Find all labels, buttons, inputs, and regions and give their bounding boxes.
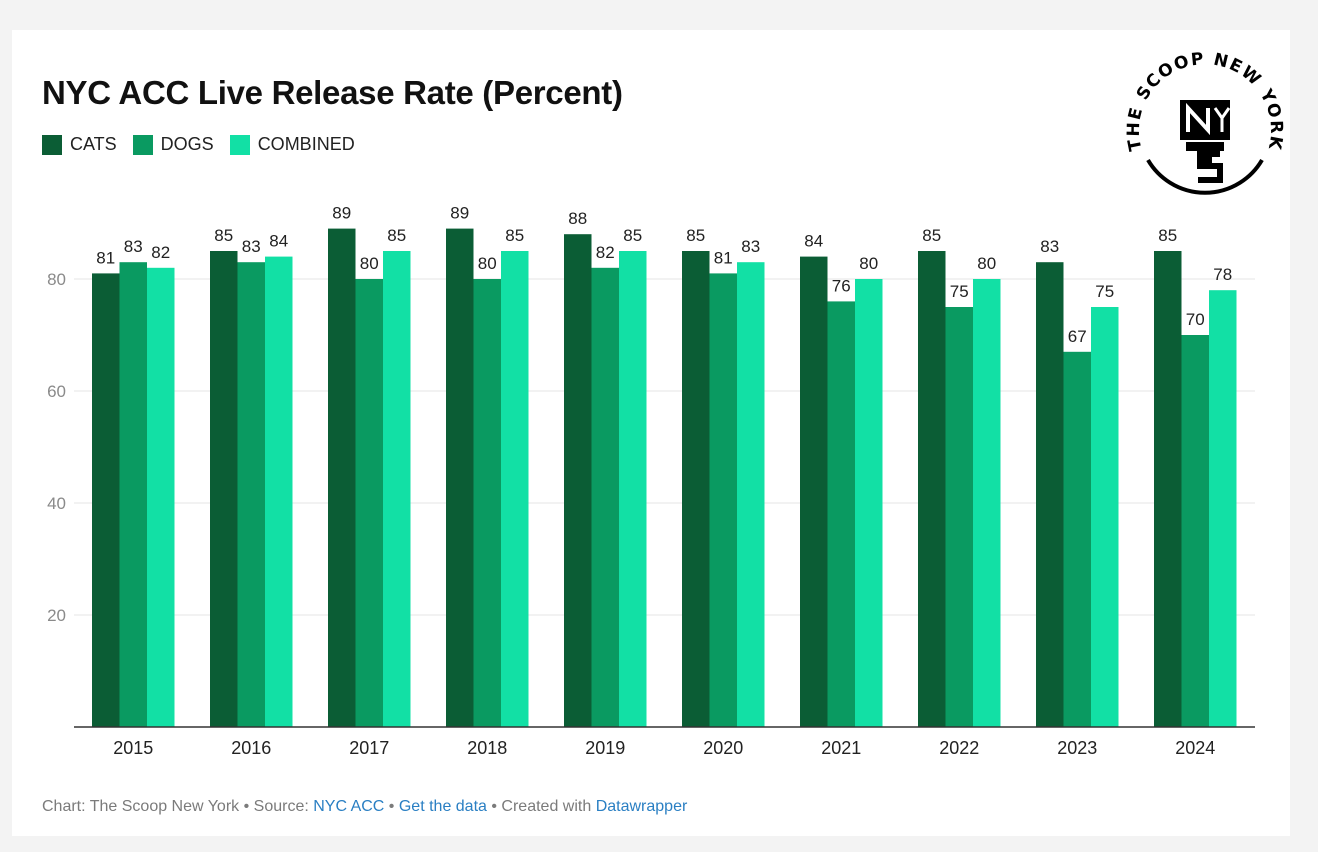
logo-monogram-icon (1180, 100, 1231, 183)
x-tick-label: 2016 (231, 738, 271, 758)
legend-item-dogs: DOGS (132, 134, 214, 155)
bar-cats-2018 (446, 228, 474, 727)
data-label: 81 (96, 248, 115, 267)
data-label: 85 (686, 226, 705, 245)
bar-combined-2017 (383, 251, 411, 727)
data-label: 84 (269, 232, 288, 251)
x-tick-label: 2022 (939, 738, 979, 758)
bar-cats-2022 (918, 251, 946, 727)
data-label: 78 (1213, 265, 1232, 284)
bar-dogs-2019 (591, 267, 619, 727)
data-label: 80 (977, 254, 996, 273)
bar-combined-2015 (147, 267, 175, 727)
bar-combined-2018 (501, 251, 529, 727)
bar-combined-2021 (855, 279, 883, 727)
datawrapper-link[interactable]: Datawrapper (595, 798, 688, 815)
data-label: 80 (478, 254, 497, 273)
bar-dogs-2020 (709, 273, 737, 727)
y-tick-label: 80 (47, 270, 66, 289)
data-label: 82 (596, 243, 615, 262)
bar-cats-2023 (1036, 262, 1064, 727)
data-label: 82 (151, 243, 170, 262)
legend-swatch-combined (229, 134, 250, 155)
x-tick-label: 2018 (467, 738, 507, 758)
data-label: 83 (242, 237, 261, 256)
bar-dogs-2016 (237, 262, 265, 727)
x-tick-label: 2017 (349, 738, 389, 758)
data-label: 76 (832, 276, 851, 295)
data-label: 67 (1068, 327, 1087, 346)
bar-combined-2024 (1209, 290, 1237, 727)
data-label: 80 (859, 254, 878, 273)
x-tick-label: 2024 (1175, 738, 1215, 758)
data-label: 75 (1095, 282, 1114, 301)
data-label: 85 (1158, 226, 1177, 245)
footer-separator-1: • (384, 798, 399, 815)
bar-dogs-2024 (1181, 335, 1209, 727)
bar-cats-2019 (564, 234, 592, 727)
chart-footer: Chart: The Scoop New York • Source: NYC … (42, 798, 687, 816)
data-label: 89 (332, 204, 351, 223)
bar-combined-2019 (619, 251, 647, 727)
data-label: 81 (714, 248, 733, 267)
bar-cats-2016 (210, 251, 238, 727)
bar-combined-2022 (973, 279, 1001, 727)
data-label: 80 (360, 254, 379, 273)
footer-credit: Chart: The Scoop New York • Source: (42, 798, 314, 815)
bar-combined-2016 (265, 256, 293, 727)
data-label: 75 (950, 282, 969, 301)
x-tick-label: 2019 (585, 738, 625, 758)
data-label: 85 (387, 226, 406, 245)
bar-dogs-2021 (827, 301, 855, 727)
legend-item-combined: COMBINED (229, 134, 355, 155)
bar-dogs-2018 (473, 279, 501, 727)
scoop-new-york-logo: THE SCOOP NEW YORK NY TS (1124, 49, 1285, 211)
source-link[interactable]: NYC ACC (313, 798, 385, 815)
bar-dogs-2022 (945, 307, 973, 727)
x-tick-label: 2015 (113, 738, 153, 758)
data-label: 83 (741, 237, 760, 256)
legend-swatch-cats (42, 134, 62, 155)
bar-dogs-2017 (355, 279, 383, 727)
data-label: 83 (1040, 237, 1059, 256)
bar-cats-2020 (682, 251, 710, 727)
logo-monogram-text: NY TS (1205, 209, 1208, 211)
logo-arc (1146, 158, 1264, 195)
data-label: 85 (505, 226, 524, 245)
bar-cats-2017 (328, 228, 356, 727)
data-label: 85 (214, 226, 233, 245)
bar-combined-2020 (737, 262, 765, 727)
y-tick-label: 60 (47, 382, 66, 401)
x-tick-label: 2021 (821, 738, 861, 758)
bar-cats-2021 (800, 256, 828, 727)
legend-item-cats: CATS (42, 134, 117, 155)
chart-card: NYC ACC Live Release Rate (Percent) CATS… (12, 30, 1290, 836)
y-tick-label: 40 (47, 494, 66, 513)
data-label: 83 (124, 237, 143, 256)
legend-label-cats: CATS (70, 134, 117, 154)
chart-title: NYC ACC Live Release Rate (Percent) (42, 74, 623, 111)
data-label: 85 (623, 226, 642, 245)
bar-cats-2024 (1154, 251, 1182, 727)
bar-dogs-2015 (119, 262, 147, 727)
legend-swatch-dogs (132, 134, 153, 155)
get-data-link[interactable]: Get the data (398, 798, 487, 815)
data-label: 84 (804, 232, 823, 251)
data-label: 70 (1186, 310, 1205, 329)
bar-chart: 20 40 60 80 81 83 82 2015 85 83 84 2016 89 80 85 2017 89… (47, 204, 1255, 758)
x-tick-label: 2023 (1057, 738, 1097, 758)
legend: CATS DOGS COMBINED (42, 134, 371, 155)
x-tick-label: 2020 (703, 738, 743, 758)
footer-separator-2: • Created with (486, 798, 596, 815)
data-label: 88 (568, 209, 587, 228)
y-tick-label: 20 (47, 606, 66, 625)
legend-label-dogs: DOGS (160, 134, 214, 154)
bar-dogs-2023 (1063, 351, 1091, 727)
legend-label-combined: COMBINED (257, 134, 355, 154)
data-label: 85 (922, 226, 941, 245)
data-label: 89 (450, 204, 469, 223)
bar-cats-2015 (92, 273, 120, 727)
bar-combined-2023 (1091, 307, 1119, 727)
